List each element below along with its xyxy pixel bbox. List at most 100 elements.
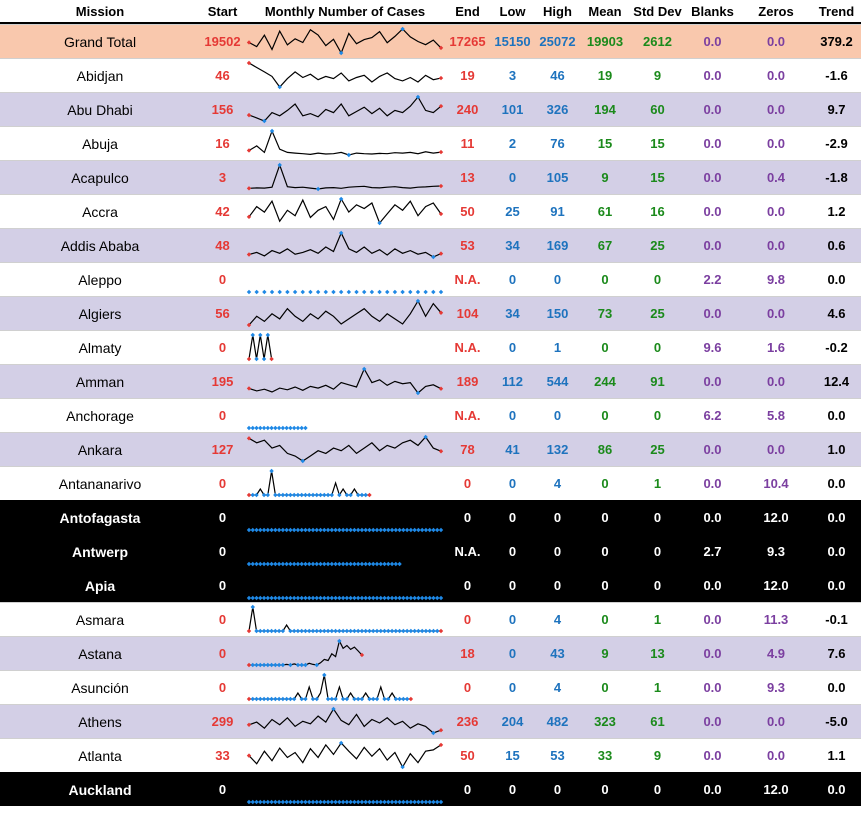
cell-trend: 9.7 xyxy=(827,102,846,117)
sparkline-point xyxy=(378,561,383,566)
sparkline-point xyxy=(431,730,436,735)
cell-blanks: 0.0 xyxy=(703,136,722,151)
table-row[interactable]: Auckland 0 0 0 0 0 0 0.0 12.0 0.0 xyxy=(0,772,861,806)
sparkline-point xyxy=(362,289,367,294)
sparkline-point xyxy=(307,595,312,600)
sparkline-point xyxy=(377,289,382,294)
header-high[interactable]: High xyxy=(543,3,572,19)
cell-std: 13 xyxy=(650,646,665,661)
sparkline-point xyxy=(307,561,312,566)
sparkline-point xyxy=(333,799,338,804)
table-row[interactable]: Accra 42 50 25 91 61 16 0.0 0.0 1.2 xyxy=(0,194,861,228)
header-end[interactable]: End xyxy=(455,3,480,19)
sparkline-point xyxy=(277,162,282,167)
sparkline-point xyxy=(385,289,390,294)
sparkline-point xyxy=(367,628,372,633)
sparkline-point xyxy=(254,799,259,804)
table-row[interactable]: Apia 0 0 0 0 0 0 0.0 12.0 0.0 xyxy=(0,568,861,602)
header-zeros[interactable]: Zeros xyxy=(758,3,794,19)
header-blanks[interactable]: Blanks xyxy=(691,3,734,19)
cell-mean: 67 xyxy=(597,238,613,253)
table-row[interactable]: Abu Dhabi 156 240 101 326 194 60 0.0 0.0 9.7 xyxy=(0,92,861,126)
sparkline-cell xyxy=(245,501,445,534)
cell-high: 0 xyxy=(553,782,562,797)
cell-blanks: 0.0 xyxy=(703,374,722,389)
header-mean[interactable]: Mean xyxy=(588,3,622,19)
sparkline-point xyxy=(303,628,308,633)
table-row[interactable]: Grand Total 19502 17265 15150 25072 19903 2612… xyxy=(0,24,861,58)
sparkline-point xyxy=(378,527,383,532)
sparkline-point xyxy=(378,595,383,600)
table-row[interactable]: Anchorage 0 N.A. 0 0 0 0 6.2 5.8 0.0 xyxy=(0,398,861,432)
sparkline-point xyxy=(246,492,252,497)
header-mission[interactable]: Mission xyxy=(75,3,125,19)
sparkline-point xyxy=(303,492,308,497)
table-row[interactable]: Athens 299 236 204 482 323 61 0.0 0.0 -5.0 xyxy=(0,704,861,738)
sparkline-point xyxy=(438,727,444,732)
table-row[interactable]: Asunción 0 0 0 4 0 1 0.0 9.3 0.0 xyxy=(0,670,861,704)
table-row[interactable]: Aleppo 0 N.A. 0 0 0 0 2.2 9.8 0.0 xyxy=(0,262,861,296)
sparkline-point xyxy=(404,527,410,532)
table-row[interactable]: Atlanta 33 50 15 53 33 9 0.0 0.0 1.1 xyxy=(0,738,861,772)
sparkline-point xyxy=(262,289,267,294)
sparkline-point xyxy=(314,799,319,804)
cell-high: 482 xyxy=(546,714,569,729)
sparkline-point xyxy=(280,696,286,701)
table-row[interactable]: Ankara 127 78 41 132 86 25 0.0 0.0 1.0 xyxy=(0,432,861,466)
table-row[interactable]: Amman 195 189 112 544 244 91 0.0 0.0 12.4 xyxy=(0,364,861,398)
sparkline-point xyxy=(400,289,405,294)
table-row[interactable]: Asmara 0 0 0 4 0 1 0.0 11.3 -0.1 xyxy=(0,602,861,636)
sparkline-point xyxy=(337,492,342,497)
sparkline-point xyxy=(295,492,301,497)
header-low[interactable]: Low xyxy=(499,3,526,19)
table-row[interactable]: Abuja 16 11 2 76 15 15 0.0 0.0 -2.9 xyxy=(0,126,861,160)
header-std-dev[interactable]: Std Dev xyxy=(633,3,682,19)
sparkline-point xyxy=(250,604,255,609)
sparkline-point xyxy=(276,527,282,532)
table-row[interactable]: Antananarivo 0 0 0 4 0 1 0.0 10.4 0.0 xyxy=(0,466,861,500)
sparkline-point xyxy=(269,662,274,667)
sparkline-cell xyxy=(245,773,445,806)
cell-mission: Athens xyxy=(78,713,122,730)
header-trend[interactable]: Trend xyxy=(818,3,855,19)
sparkline-almaty xyxy=(246,332,274,361)
header-start[interactable]: Start xyxy=(207,3,238,19)
cell-mission: Ankara xyxy=(77,441,123,458)
cell-end: 17265 xyxy=(449,34,486,49)
sparkline-point xyxy=(280,799,286,804)
table-row[interactable]: Astana 0 18 0 43 9 13 0.0 4.9 7.6 xyxy=(0,636,861,670)
sparkline-point xyxy=(273,561,278,566)
table-row[interactable]: Almaty 0 N.A. 0 1 0 0 9.6 1.6 -0.2 xyxy=(0,330,861,364)
table-row[interactable]: Acapulco 3 13 0 105 9 15 0.0 0.4 -1.8 xyxy=(0,160,861,194)
sparkline-point xyxy=(355,492,361,497)
sparkline-point xyxy=(333,628,338,633)
sparkline-point xyxy=(404,595,410,600)
cell-mission: Astana xyxy=(78,645,122,662)
sparkline-point xyxy=(337,561,342,566)
sparkline-point xyxy=(338,289,344,294)
table-row[interactable]: Antwerp 0 N.A. 0 0 0 0 2.7 9.3 0.0 xyxy=(0,534,861,568)
cell-end: 50 xyxy=(460,748,475,763)
sparkline-point xyxy=(295,425,301,430)
sparkline-point xyxy=(288,628,293,633)
cell-trend: -5.0 xyxy=(825,714,848,729)
table-row[interactable]: Antofagasta 0 0 0 0 0 0 0.0 12.0 0.0 xyxy=(0,500,861,534)
cell-low: 0 xyxy=(508,340,517,355)
header-monthly-cases[interactable]: Monthly Number of Cases xyxy=(264,3,426,19)
sparkline-point xyxy=(382,696,387,701)
table-row[interactable]: Abidjan 46 19 3 46 19 9 0.0 0.0 -1.6 xyxy=(0,58,861,92)
cell-zeros: 1.6 xyxy=(766,340,786,355)
sparkline-point xyxy=(435,527,440,532)
sparkline-point xyxy=(338,740,344,745)
sparkline-point xyxy=(408,696,414,701)
sparkline-point xyxy=(250,799,255,804)
cell-high: 326 xyxy=(546,102,569,117)
table-row[interactable]: Addis Ababa 48 53 34 169 67 25 0.0 0.0 0.6 xyxy=(0,228,861,262)
cell-mean: 0 xyxy=(601,578,609,593)
sparkline-line xyxy=(248,128,442,156)
cell-mission: Anchorage xyxy=(66,407,134,424)
sparkline-point xyxy=(329,561,335,566)
table-row[interactable]: Algiers 56 104 34 150 73 25 0.0 0.0 4.6 xyxy=(0,296,861,330)
cell-high: 25072 xyxy=(539,34,576,49)
sparkline-line xyxy=(249,638,363,666)
